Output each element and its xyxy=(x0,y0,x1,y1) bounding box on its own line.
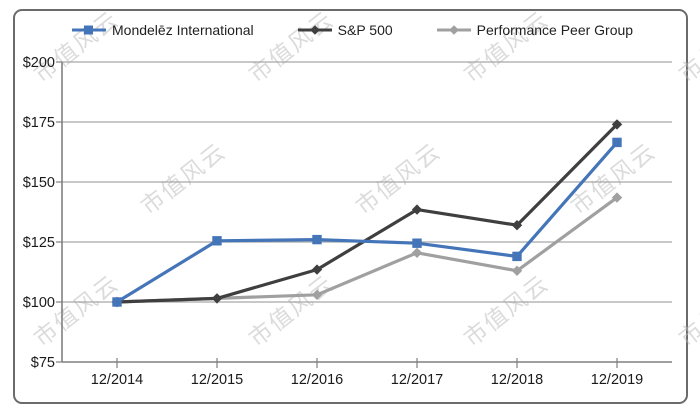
data-point-diamond xyxy=(411,247,423,258)
legend-marker-shape xyxy=(84,25,93,35)
chart-legend: Mondelēz International S&P 500 Performan… xyxy=(70,22,633,38)
series-line xyxy=(115,196,619,304)
series-line xyxy=(115,140,619,304)
x-tick-label: 12/2014 xyxy=(91,372,143,388)
sp500-line-marker-icon xyxy=(297,25,332,35)
y-tick-label: $75 xyxy=(31,355,55,371)
legend-label-sp500: S&P 500 xyxy=(337,22,393,38)
chart-frame xyxy=(13,9,688,404)
mondelez-line-marker-icon xyxy=(72,25,106,35)
data-point-diamond xyxy=(411,204,423,215)
data-point-diamond xyxy=(511,265,523,276)
x-tick-label: 12/2018 xyxy=(491,372,543,388)
legend-label-peer-group: Performance Peer Group xyxy=(476,22,634,38)
data-point-square xyxy=(212,236,222,246)
y-tick-label: $175 xyxy=(23,115,55,131)
y-tick-label: $100 xyxy=(23,295,55,311)
x-tick-label: 12/2017 xyxy=(391,372,443,388)
legend-label-mondelez: Mondelēz International xyxy=(112,22,254,38)
data-point-square xyxy=(512,251,522,262)
legend-item-sp500: S&P 500 xyxy=(296,22,393,38)
data-point-square xyxy=(412,238,422,248)
data-point-diamond xyxy=(211,293,223,304)
data-point-square xyxy=(312,234,322,245)
y-tick-label: $200 xyxy=(23,55,55,71)
data-point-diamond xyxy=(311,264,323,275)
series-0 xyxy=(112,137,622,307)
y-tick-label: $150 xyxy=(23,175,55,191)
data-point-diamond xyxy=(611,119,623,130)
series-2 xyxy=(111,192,623,308)
series-1 xyxy=(111,119,623,308)
data-point-square xyxy=(112,297,122,307)
legend-item-mondelez: Mondelēz International xyxy=(70,22,254,38)
y-tick-label: $125 xyxy=(23,235,55,251)
data-point-diamond xyxy=(611,192,623,203)
legend-marker-shape xyxy=(309,25,320,35)
x-tick-label: 12/2019 xyxy=(591,372,643,388)
x-tick-label: 12/2015 xyxy=(191,372,243,388)
data-point-square xyxy=(612,137,622,148)
peer-group-line-marker-icon xyxy=(436,25,471,35)
x-tick-label: 12/2016 xyxy=(291,372,343,388)
legend-marker-shape xyxy=(448,25,459,35)
data-point-diamond xyxy=(311,289,323,300)
legend-item-peer-group: Performance Peer Group xyxy=(435,22,633,38)
series-line xyxy=(115,122,619,304)
data-point-diamond xyxy=(511,220,523,231)
